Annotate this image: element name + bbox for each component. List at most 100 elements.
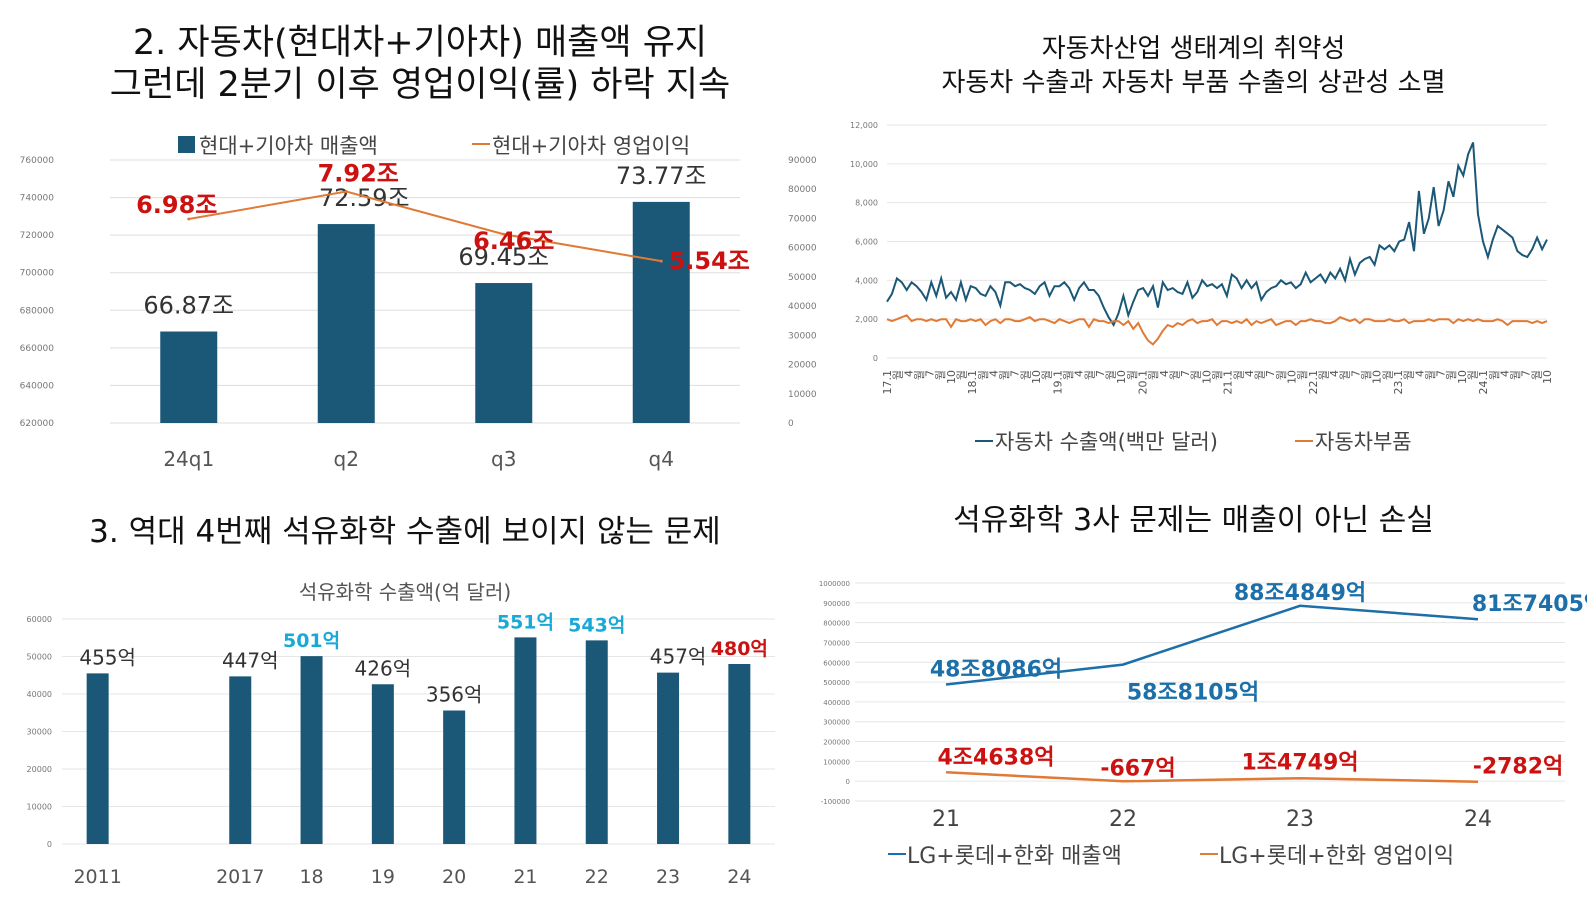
x-tick-label: 월 (1488, 370, 1501, 380)
bar (632, 201, 690, 423)
x-tick-label: 7 (1264, 370, 1277, 377)
x-tick-label: 10 (1030, 370, 1043, 384)
bar-data-label: 501억 (283, 630, 340, 652)
bar (443, 710, 466, 844)
x-tick-label: 월 (1424, 370, 1437, 380)
bar (728, 664, 751, 844)
x-tick-label: 월 (998, 370, 1011, 380)
x-tick-label: 월 (1403, 370, 1416, 380)
x-tick-label: 23.1 (1392, 370, 1405, 395)
x-tick-label: 2017 (216, 866, 264, 888)
auto-revenue-title-line-2: 그런데 2분기 이후 영업이익(률) 하락 지속 (109, 65, 731, 105)
y-tick-label: 400000 (823, 699, 850, 707)
y-tick-label: 100000 (823, 758, 850, 766)
x-tick-label: 20.1 (1136, 370, 1149, 395)
y-tick-label: 0 (846, 778, 850, 786)
bar (317, 224, 375, 423)
bar-data-label: 73.77조 (616, 162, 707, 190)
x-tick-label: q2 (334, 447, 359, 471)
bar-data-label: 480억 (711, 638, 768, 660)
bar-data-label: 69.45조 (458, 243, 549, 271)
bar (86, 673, 109, 844)
y-tick-label: 50000 (27, 653, 52, 662)
y-tick-label: 660000 (20, 344, 55, 354)
x-tick-label: 월 (1083, 370, 1096, 380)
bar (229, 676, 252, 844)
x-tick-label: 22 (1109, 807, 1137, 832)
x-tick-label: 월 (892, 370, 905, 380)
bar (475, 283, 533, 423)
series-line (886, 314, 1548, 346)
line-data-label: 6.46조 (473, 227, 554, 255)
auto-export-chart: 12,00010,0008,0006,0004,0002,000017.1월4월… (850, 121, 1554, 454)
y-tick-label: 200000 (823, 739, 850, 747)
petro-export-panel: 3. 역대 4번째 석유화학 수출에 보이지 않는 문제 석유화학 수출액(억 … (0, 480, 800, 904)
x-tick-label: 4 (1243, 370, 1256, 377)
y-tick-label: 620000 (20, 419, 55, 429)
series-line (886, 142, 1548, 328)
x-tick-label: 18 (299, 866, 323, 888)
petro-loss-panel: 석유화학 3사 문제는 매출이 아닌 손실 100000 0 900000 80000… (800, 480, 1587, 904)
x-tick-label: 18.1 (966, 370, 979, 395)
x-tick-label: 19.1 (1051, 370, 1064, 395)
y-tick-label: 60000 (27, 615, 52, 624)
bar (514, 637, 537, 844)
legend-swatch-bar (178, 136, 195, 153)
x-tick-label: 월 (1530, 370, 1543, 380)
y-tick-label: 760000 (20, 156, 55, 166)
x-tick-label: 4 (1498, 370, 1511, 377)
x-tick-label: 19 (371, 866, 395, 888)
x-tick-label: 10 (1371, 370, 1384, 384)
auto-export-panel: 자동차산업 생태계의 취약성 자동차 수출과 자동차 부품 수출의 상관성 소멸… (800, 0, 1587, 480)
auto-revenue-title-line-1: 2. 자동차(현대차+기아차) 매출액 유지 (132, 23, 708, 63)
bar-data-label: 66.87조 (143, 292, 234, 320)
petro-loss-title: 석유화학 3사 문제는 매출이 아닌 손실 (953, 503, 1434, 538)
x-tick-label: 월 (1105, 370, 1118, 380)
x-tick-label: q3 (491, 447, 516, 471)
line-data-label: 1조4749억 (1241, 750, 1358, 775)
x-tick-label: 4 (1073, 370, 1086, 377)
x-tick-label: 월 (1126, 370, 1139, 380)
legend-label: 자동차 수출액(백만 달러) (995, 430, 1218, 454)
y2-tick-label: 40000 (788, 302, 817, 312)
x-tick-label: 22.1 (1307, 370, 1320, 395)
line-data-label: 48조8086억 (930, 657, 1062, 682)
x-tick-label: 10 (1541, 370, 1554, 384)
bar-data-label: 551억 (497, 611, 554, 633)
y-tick-label: 500000 (823, 679, 850, 687)
x-tick-label: 20 (442, 866, 466, 888)
y-tick-label: 20000 (27, 765, 52, 774)
line-data-label: 81조7405억 (1472, 592, 1587, 617)
y-tick-label: 6,000 (855, 238, 878, 247)
legend-label: LG+롯데+한화 영업이익 (1219, 844, 1454, 869)
x-tick-label: 21 (932, 807, 960, 832)
petro-export-subtitle: 석유화학 수출액(억 달러) (298, 580, 512, 604)
bar-data-label: 455억 (79, 645, 136, 669)
bar (657, 672, 680, 844)
x-tick-label: 10 (1286, 370, 1299, 384)
petro-export-title: 3. 역대 4번째 석유화학 수출에 보이지 않는 문제 (89, 514, 721, 550)
x-tick-label: 월 (977, 370, 990, 380)
x-tick-label: 월 (1147, 370, 1160, 380)
x-tick-label: 23 (656, 866, 680, 888)
x-tick-label: 월 (1254, 370, 1267, 380)
y-tick-label: 4,000 (855, 276, 878, 285)
bar (160, 331, 218, 423)
series-line (945, 771, 1479, 783)
x-tick-label: 24 (1464, 807, 1492, 832)
y-tick-label: 800000 (823, 620, 850, 628)
x-tick-label: 월 (956, 370, 969, 380)
line-point (659, 259, 663, 263)
x-tick-label: 월 (1062, 370, 1075, 380)
operating-profit-line (188, 190, 662, 263)
y-tick-label: 2,000 (855, 315, 878, 324)
x-tick-label: 월 (1339, 370, 1352, 380)
y2-tick-label: 70000 (788, 214, 817, 224)
y-tick-label: 8,000 (855, 199, 878, 208)
x-tick-label: 22 (585, 866, 609, 888)
legend-label: 자동차부품 (1315, 430, 1412, 454)
y-tick-label: 900000 (823, 600, 850, 608)
petro-loss-chart: 1000000900000800000700000600000500000400… (819, 580, 1587, 869)
y2-tick-label: 30000 (788, 331, 817, 341)
